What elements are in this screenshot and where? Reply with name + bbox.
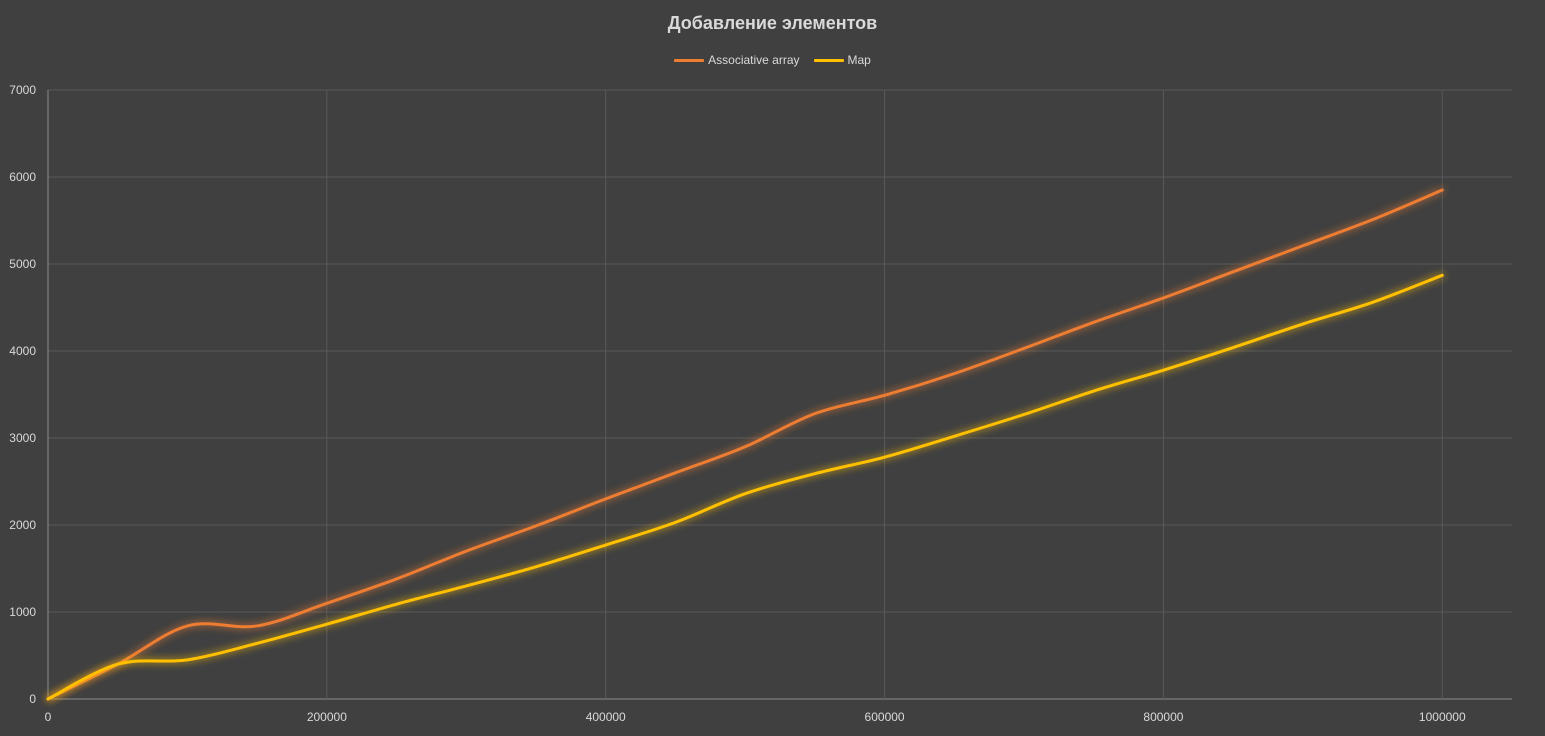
legend-label-associative-array: Associative array (708, 53, 800, 67)
x-tick-label: 1000000 (1419, 710, 1466, 724)
y-tick-label: 1000 (9, 605, 36, 619)
legend-item-associative-array: Associative array (674, 53, 800, 67)
x-tick-label: 800000 (1143, 710, 1183, 724)
x-tick-label: 0 (45, 710, 52, 724)
x-tick-label: 600000 (865, 710, 905, 724)
y-tick-label: 2000 (9, 518, 36, 532)
y-tick-label: 5000 (9, 257, 36, 271)
chart-legend: Associative array Map (0, 53, 1545, 67)
y-tick-label: 7000 (9, 83, 36, 97)
legend-item-map: Map (813, 53, 871, 67)
series-line-associative-array (46, 188, 1444, 701)
legend-label-map: Map (847, 53, 871, 67)
y-tick-label: 0 (29, 692, 36, 706)
legend-swatch-associative-array (674, 58, 705, 62)
y-tick-label: 6000 (9, 170, 36, 184)
x-tick-label: 400000 (586, 710, 626, 724)
legend-swatch-map (813, 58, 844, 62)
series-line-map (46, 273, 1444, 701)
y-tick-label: 3000 (9, 431, 36, 445)
x-tick-label: 200000 (307, 710, 347, 724)
chart-title: Добавление элементов (667, 13, 878, 33)
y-tick-label: 4000 (9, 344, 36, 358)
